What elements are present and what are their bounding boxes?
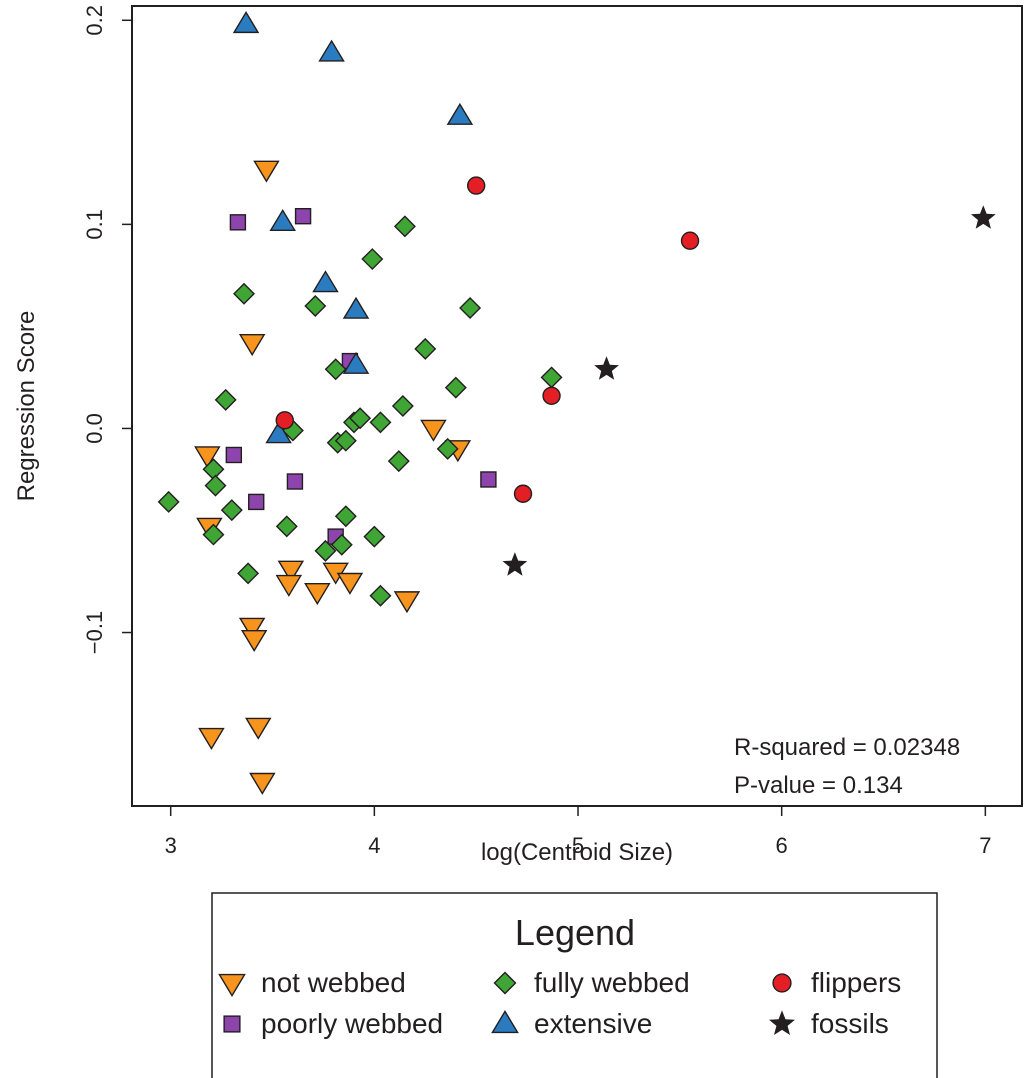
point-flippers (542, 386, 561, 405)
point-not-webbed (420, 419, 447, 442)
point-fully-webbed (363, 525, 386, 548)
y-tick-label: −0.1 (82, 611, 107, 654)
point-fully-webbed (202, 523, 225, 546)
point-fully-webbed (304, 295, 327, 317)
point-fully-webbed (334, 429, 357, 452)
y-axis-label: Regression Score (13, 311, 40, 502)
point-not-webbed (238, 334, 266, 357)
point-fully-webbed (369, 584, 392, 607)
legend-label: flippers (811, 967, 901, 998)
point-extensive (312, 270, 339, 293)
point-fully-webbed (391, 395, 414, 417)
point-not-webbed (249, 772, 276, 795)
p-value-annotation: P-value = 0.134 (734, 772, 903, 799)
x-tick-label: 7 (979, 833, 991, 858)
point-not-webbed (240, 629, 268, 653)
point-flippers (513, 484, 533, 503)
point-not-webbed (275, 574, 303, 597)
point-extensive (342, 296, 370, 319)
data-points (157, 11, 996, 795)
x-tick-label: 5 (572, 833, 584, 858)
point-fully-webbed (314, 539, 337, 562)
point-flippers (680, 231, 700, 250)
point-not-webbed (336, 572, 364, 595)
point-extensive (265, 421, 292, 444)
point-flippers (466, 176, 486, 195)
legend-marker-extensive (491, 1010, 519, 1034)
y-tick-label: 0.0 (82, 413, 107, 444)
point-fossil (594, 356, 619, 380)
point-not-webbed (198, 727, 225, 750)
point-flippers (275, 411, 294, 430)
point-poorly-webbed (225, 446, 243, 464)
point-poorly-webbed (248, 493, 265, 511)
point-not-webbed (393, 591, 421, 614)
legend-label: extensive (534, 1008, 652, 1039)
point-fully-webbed (444, 376, 467, 399)
point-poorly-webbed (229, 214, 247, 231)
x-tick-label: 4 (368, 833, 380, 858)
point-fossil (502, 552, 528, 576)
point-not-webbed (253, 160, 280, 183)
r-squared-annotation: R-squared = 0.02348 (734, 734, 960, 761)
point-fully-webbed (204, 474, 227, 497)
legend-label: not webbed (261, 967, 406, 998)
point-extensive (269, 208, 296, 232)
y-tick-label: 0.1 (82, 209, 107, 240)
point-extensive (232, 11, 260, 34)
point-fully-webbed (334, 505, 357, 528)
point-fully-webbed (237, 562, 260, 585)
point-fully-webbed (369, 411, 392, 434)
x-tick-label: 6 (776, 833, 788, 858)
point-extensive (446, 102, 474, 125)
legend-marker-flippers (772, 973, 792, 993)
legend-label: fully webbed (534, 967, 690, 998)
point-not-webbed (194, 446, 221, 469)
point-fully-webbed (414, 337, 437, 360)
point-fully-webbed (459, 297, 482, 320)
point-fully-webbed (393, 215, 416, 238)
point-fully-webbed (324, 358, 347, 381)
point-fully-webbed (436, 437, 459, 460)
legend-marker-not-webbed (218, 973, 246, 997)
point-not-webbed (245, 717, 272, 740)
point-fully-webbed (233, 282, 256, 305)
legend-marker-fossil (769, 1010, 795, 1036)
point-fully-webbed (349, 407, 372, 430)
legend: Legend not webbed fully webbed flippers poo… (211, 892, 938, 1078)
point-not-webbed (277, 560, 305, 583)
legend-marker-poorly-webbed (223, 1015, 241, 1033)
point-fully-webbed (275, 515, 298, 538)
point-not-webbed (304, 583, 331, 606)
point-fossil (970, 205, 996, 229)
point-fully-webbed (361, 248, 384, 271)
y-axis: −0.1 0.0 0.1 0.2 (82, 5, 132, 654)
legend-marker-fully-webbed (493, 971, 517, 995)
point-extensive (318, 39, 345, 62)
x-axis: 3 4 5 6 7 (165, 806, 991, 858)
point-fully-webbed (387, 450, 410, 473)
point-not-webbed (238, 617, 266, 640)
legend-box (211, 892, 938, 1078)
point-fully-webbed (540, 366, 563, 389)
point-extensive (342, 351, 370, 374)
point-poorly-webbed (480, 471, 497, 488)
x-axis-label: log(Centroid Size) (481, 839, 673, 866)
point-fully-webbed (214, 388, 237, 411)
point-poorly-webbed (286, 473, 304, 490)
legend-label: poorly webbed (261, 1008, 443, 1039)
point-fully-webbed (330, 533, 353, 556)
y-tick-label: 0.2 (82, 5, 107, 36)
point-poorly-webbed (294, 208, 312, 225)
legend-label: fossils (811, 1008, 889, 1039)
plot-frame (131, 5, 1023, 807)
point-fully-webbed (157, 490, 180, 513)
point-fully-webbed (220, 499, 243, 522)
x-tick-label: 3 (165, 833, 177, 858)
legend-items: not webbed fully webbed flippers poorly web… (218, 967, 901, 1039)
legend-title: Legend (515, 912, 635, 953)
